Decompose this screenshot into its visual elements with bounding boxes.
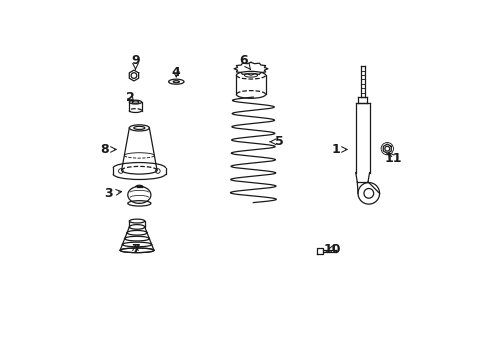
Text: 1: 1 bbox=[331, 143, 346, 156]
Text: 7: 7 bbox=[131, 243, 140, 256]
Text: 11: 11 bbox=[384, 152, 401, 165]
Text: 3: 3 bbox=[104, 187, 122, 200]
Text: 10: 10 bbox=[323, 243, 340, 256]
Text: 6: 6 bbox=[239, 54, 250, 69]
Text: 4: 4 bbox=[172, 66, 180, 79]
Text: 8: 8 bbox=[100, 143, 116, 156]
Text: 5: 5 bbox=[269, 135, 283, 148]
Text: 2: 2 bbox=[125, 91, 134, 104]
Text: 9: 9 bbox=[131, 54, 140, 69]
